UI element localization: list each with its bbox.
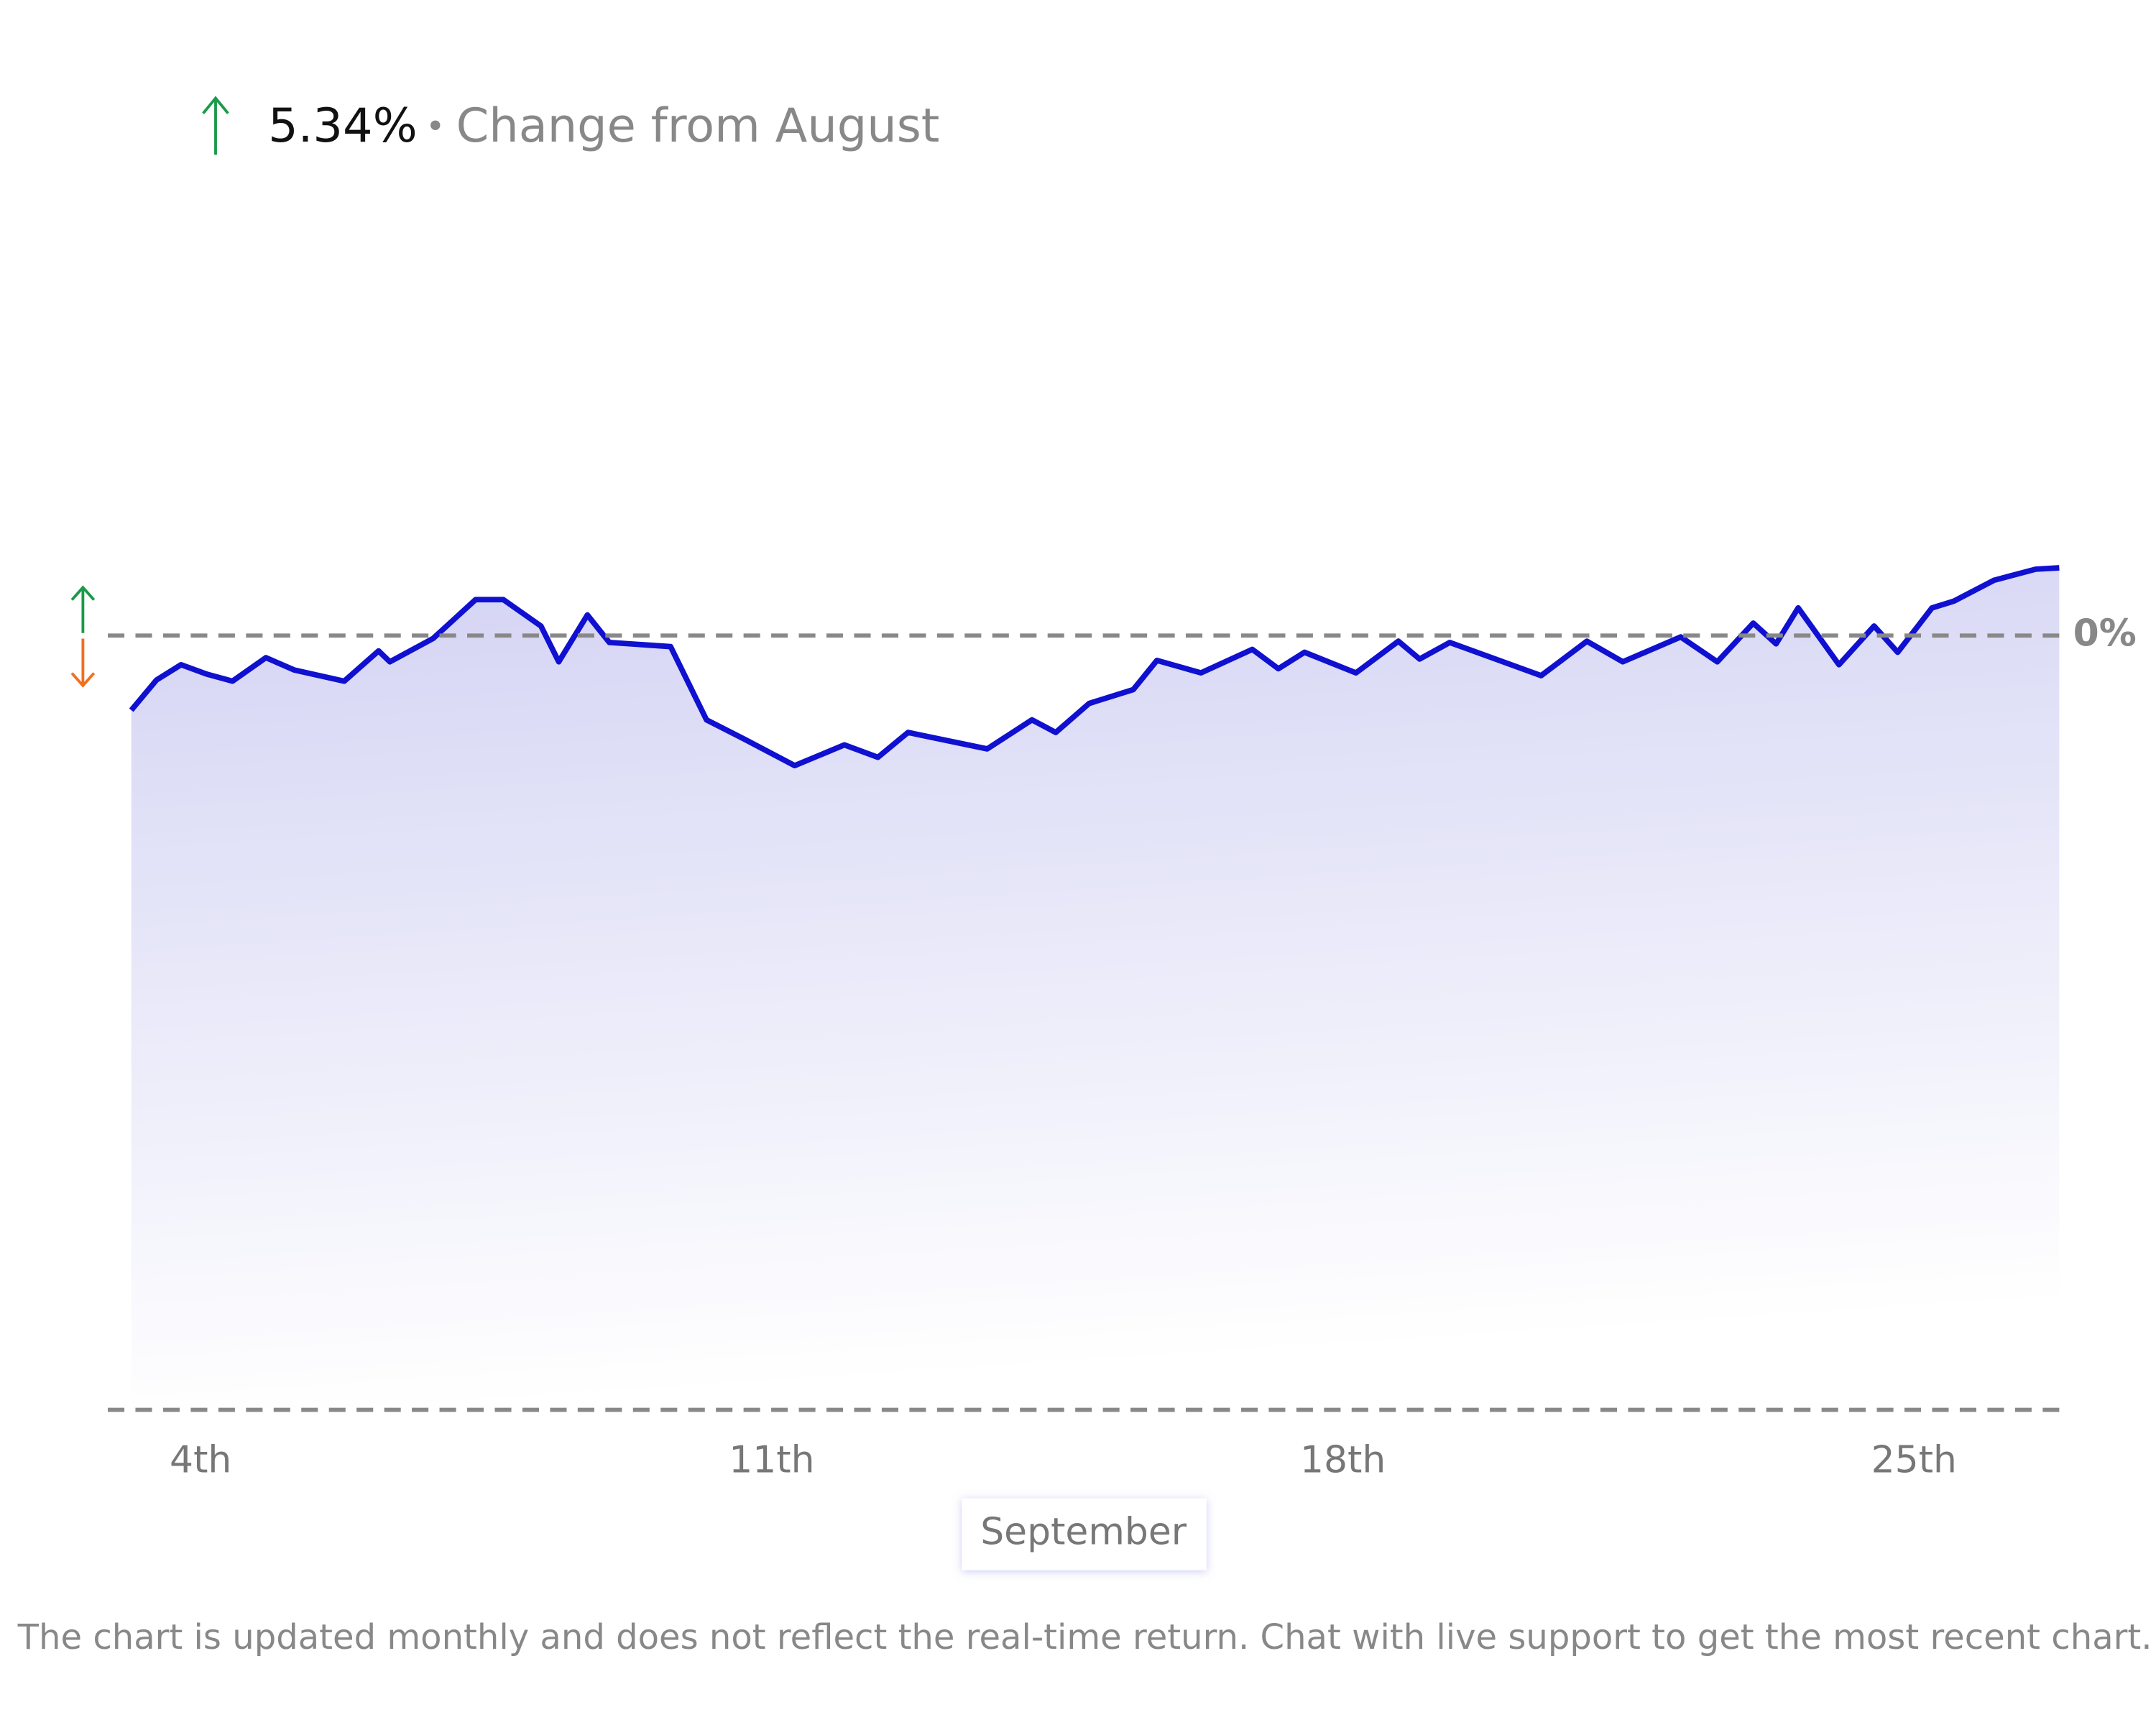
header-arrow xyxy=(202,96,229,155)
updown-icon xyxy=(70,585,96,688)
y-tick-label: 0% xyxy=(2073,612,2137,655)
line xyxy=(129,565,2060,769)
x-tick-label: 4th xyxy=(170,1439,231,1482)
change-value: 5.34% xyxy=(268,98,418,153)
x-tick-label: 18th xyxy=(1300,1439,1386,1482)
plot: 0% 4th 11th 18th 25th xyxy=(108,565,2137,1482)
footnote: The chart is updated monthly and does no… xyxy=(17,1617,2152,1657)
change-label: Change from August xyxy=(456,98,940,153)
area xyxy=(131,568,2060,1410)
x-tick-label: 11th xyxy=(729,1439,814,1482)
x-axis-label: September xyxy=(980,1511,1187,1554)
x-tick-label: 25th xyxy=(1871,1439,1957,1482)
xlabel-box xyxy=(962,1498,1207,1570)
separator: • xyxy=(425,106,445,145)
